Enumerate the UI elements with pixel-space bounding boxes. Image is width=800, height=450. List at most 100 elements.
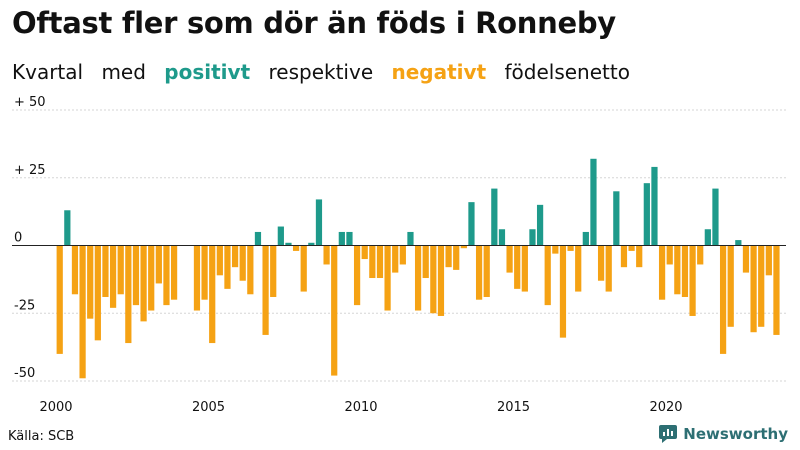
bar: [590, 158, 597, 246]
bar: [399, 245, 406, 265]
bar: [125, 245, 132, 344]
bar: [773, 245, 780, 335]
x-tick-label: 2015: [497, 400, 530, 415]
bar: [666, 245, 673, 265]
bar: [201, 245, 208, 300]
bar: [369, 245, 376, 279]
bar: [155, 245, 162, 284]
bar: [529, 229, 536, 246]
y-tick-label: -25: [14, 298, 35, 313]
bar: [414, 245, 422, 311]
x-tick-label: 2020: [649, 400, 682, 415]
bar: [277, 226, 284, 246]
bar: [735, 240, 742, 246]
bar: [163, 245, 170, 306]
bar: [353, 245, 361, 306]
bar: [170, 245, 178, 300]
bar: [727, 245, 734, 327]
bar: [468, 202, 475, 246]
bar: [658, 245, 666, 300]
bar: [620, 245, 628, 268]
bar: [605, 245, 612, 292]
bar: [697, 245, 704, 265]
bar: [521, 245, 528, 292]
bar: [323, 245, 330, 265]
bar: [628, 245, 635, 251]
bar: [102, 245, 109, 297]
bar: [247, 245, 254, 295]
bar: [254, 231, 262, 246]
bar: [582, 231, 589, 246]
bar: [758, 245, 765, 327]
bar: [64, 210, 71, 246]
bar: [475, 245, 483, 300]
bar: [209, 245, 216, 344]
bar: [216, 245, 223, 276]
bar: [681, 245, 689, 297]
bar: [109, 245, 117, 308]
bar: [376, 245, 384, 279]
bar: [361, 245, 368, 260]
bar: [498, 229, 506, 246]
bar: [231, 245, 239, 268]
bar: [331, 245, 338, 376]
bar: [315, 199, 323, 246]
bar: [559, 245, 567, 338]
bar: [384, 245, 391, 311]
bar: [445, 245, 452, 268]
bar: [575, 245, 582, 292]
bar: [292, 245, 300, 251]
bar: [79, 245, 86, 379]
bar: [712, 188, 719, 246]
y-tick-label: 0: [14, 231, 22, 246]
bar: [87, 245, 94, 319]
bar: [338, 231, 345, 246]
bar: [567, 245, 574, 251]
y-tick-label: -50: [14, 366, 35, 381]
bar: [437, 245, 445, 316]
source-note: Källa: SCB: [8, 429, 75, 444]
bar: [742, 245, 750, 273]
bar: [453, 245, 460, 270]
bar: [689, 245, 696, 316]
x-tick-label: 2005: [192, 400, 225, 415]
bar: [346, 231, 353, 246]
bar: [262, 245, 269, 335]
bar: [491, 188, 498, 246]
subtitle-kvartal: Kvartal: [12, 60, 84, 84]
newsworthy-logo-icon: [659, 425, 678, 443]
bar: [483, 245, 490, 297]
bar: [651, 166, 658, 246]
bar: [597, 245, 605, 281]
bar: [71, 245, 79, 295]
bar: [506, 245, 513, 273]
bar: [704, 229, 711, 246]
bar: [392, 245, 399, 273]
bar: [94, 245, 101, 341]
bar: [430, 245, 437, 314]
bar: [536, 204, 544, 246]
bar: [765, 245, 772, 276]
subtitle-med: med: [101, 60, 146, 84]
bar: [117, 245, 124, 295]
subtitle-positive: positivt: [164, 60, 251, 84]
bar: [308, 242, 315, 246]
bar: [285, 242, 292, 246]
bar: [750, 245, 757, 333]
bar: [407, 231, 414, 246]
bar: [643, 183, 650, 246]
chart-subtitle: Kvartal med positivt respektive negativt…: [12, 60, 642, 84]
bar: [140, 245, 147, 322]
y-tick-label: + 25: [14, 163, 46, 178]
bar: [719, 245, 727, 354]
bar: [56, 245, 63, 354]
bar: [514, 245, 521, 289]
bar: [552, 245, 559, 254]
bar: [224, 245, 231, 289]
bar: [674, 245, 681, 295]
bar: [193, 245, 201, 311]
bar: [636, 245, 643, 268]
y-tick-label: + 50: [14, 95, 46, 110]
bar: [239, 245, 246, 281]
bar: [270, 245, 277, 297]
